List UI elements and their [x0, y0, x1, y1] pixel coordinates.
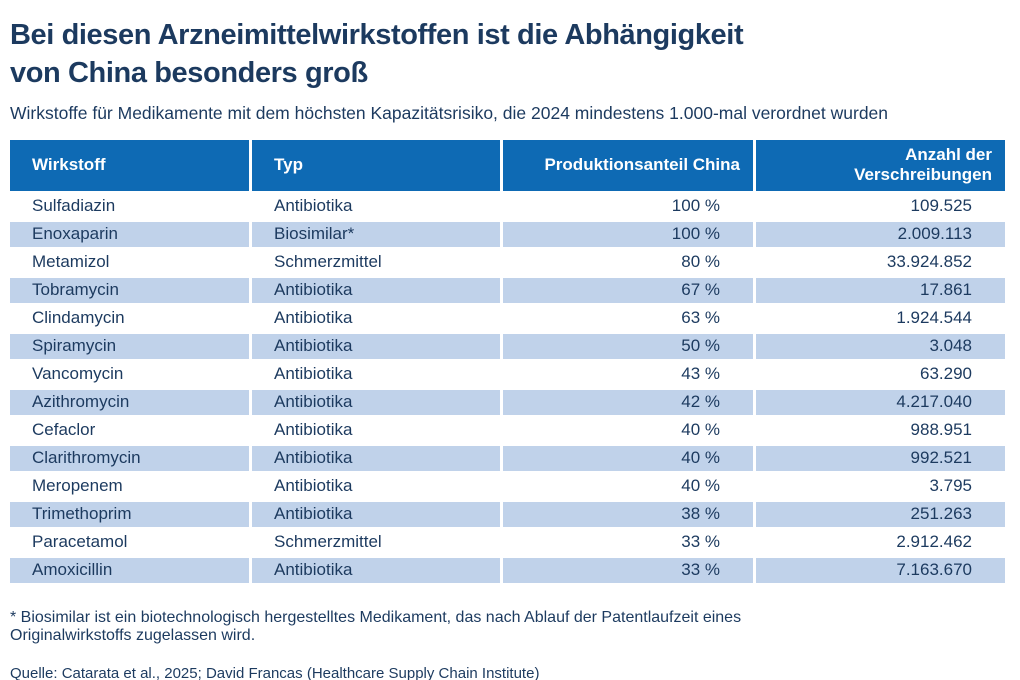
cell-wirkstoff: Tobramycin — [10, 278, 249, 303]
cell-produktionsanteil-china: 40 % — [503, 474, 753, 499]
page-title-line-1: Bei diesen Arzneimittelwirkstoffen ist d… — [10, 19, 744, 51]
cell-anzahl-verschreibungen: 251.263 — [756, 502, 1005, 527]
table-row: Tobramycin Antibiotika 67 % 17.861 — [10, 278, 1005, 303]
cell-anzahl-verschreibungen: 3.795 — [756, 474, 1005, 499]
cell-wirkstoff: Trimethoprim — [10, 502, 249, 527]
cell-typ: Schmerzmittel — [252, 250, 500, 275]
cell-typ: Antibiotika — [252, 418, 500, 443]
drug-table-header: Wirkstoff Typ Produktionsanteil China An… — [10, 140, 1005, 191]
cell-wirkstoff: Paracetamol — [10, 530, 249, 555]
cell-typ: Antibiotika — [252, 278, 500, 303]
cell-produktionsanteil-china: 80 % — [503, 250, 753, 275]
footnote-line-1: * Biosimilar ist ein biotechnologisch he… — [10, 609, 742, 626]
header-row: Wirkstoff Typ Produktionsanteil China An… — [10, 140, 1005, 191]
drug-table: Wirkstoff Typ Produktionsanteil China An… — [7, 137, 1008, 586]
cell-wirkstoff: Vancomycin — [10, 362, 249, 387]
cell-typ: Biosimilar* — [252, 222, 500, 247]
cell-anzahl-verschreibungen: 992.521 — [756, 446, 1005, 471]
cell-anzahl-verschreibungen: 33.924.852 — [756, 250, 1005, 275]
cell-anzahl-verschreibungen: 2.912.462 — [756, 530, 1005, 555]
column-header-typ: Typ — [252, 140, 500, 191]
drug-table-body: Sulfadiazin Antibiotika 100 % 109.525 Enoxap… — [10, 194, 1005, 583]
cell-produktionsanteil-china: 40 % — [503, 446, 753, 471]
table-row: Azithromycin Antibiotika 42 % 4.217.040 — [10, 390, 1005, 415]
cell-produktionsanteil-china: 42 % — [503, 390, 753, 415]
cell-wirkstoff: Spiramycin — [10, 334, 249, 359]
cell-wirkstoff: Meropenem — [10, 474, 249, 499]
cell-typ: Antibiotika — [252, 362, 500, 387]
cell-anzahl-verschreibungen: 63.290 — [756, 362, 1005, 387]
cell-produktionsanteil-china: 63 % — [503, 306, 753, 331]
cell-anzahl-verschreibungen: 3.048 — [756, 334, 1005, 359]
cell-anzahl-verschreibungen: 17.861 — [756, 278, 1005, 303]
column-header-wirkstoff: Wirkstoff — [10, 140, 249, 191]
footnote-line-2: Originalwirkstoffs zugelassen wird. — [10, 627, 256, 644]
page-title-line-2: von China besonders groß — [10, 57, 368, 89]
cell-typ: Antibiotika — [252, 446, 500, 471]
page-subtitle: Wirkstoffe für Medikamente mit dem höchs… — [10, 103, 889, 123]
table-row: Clarithromycin Antibiotika 40 % 992.521 — [10, 446, 1005, 471]
cell-produktionsanteil-china: 33 % — [503, 530, 753, 555]
cell-wirkstoff: Clarithromycin — [10, 446, 249, 471]
table-row: Enoxaparin Biosimilar* 100 % 2.009.113 — [10, 222, 1005, 247]
cell-typ: Antibiotika — [252, 474, 500, 499]
cell-anzahl-verschreibungen: 4.217.040 — [756, 390, 1005, 415]
table-row: Clindamycin Antibiotika 63 % 1.924.544 — [10, 306, 1005, 331]
cell-anzahl-verschreibungen: 2.009.113 — [756, 222, 1005, 247]
cell-typ: Antibiotika — [252, 194, 500, 219]
cell-produktionsanteil-china: 67 % — [503, 278, 753, 303]
cell-produktionsanteil-china: 43 % — [503, 362, 753, 387]
table-row: Spiramycin Antibiotika 50 % 3.048 — [10, 334, 1005, 359]
cell-wirkstoff: Metamizol — [10, 250, 249, 275]
cell-produktionsanteil-china: 38 % — [503, 502, 753, 527]
cell-anzahl-verschreibungen: 988.951 — [756, 418, 1005, 443]
table-row: Vancomycin Antibiotika 43 % 63.290 — [10, 362, 1005, 387]
table-row: Amoxicillin Antibiotika 33 % 7.163.670 — [10, 558, 1005, 583]
cell-typ: Antibiotika — [252, 390, 500, 415]
cell-typ: Schmerzmittel — [252, 530, 500, 555]
column-header-produktionsanteil-china: Produktionsanteil China — [503, 140, 753, 191]
cell-anzahl-verschreibungen: 1.924.544 — [756, 306, 1005, 331]
table-row: Metamizol Schmerzmittel 80 % 33.924.852 — [10, 250, 1005, 275]
page-title: Bei diesen Arzneimittelwirkstoffen ist d… — [10, 16, 1012, 92]
cell-produktionsanteil-china: 50 % — [503, 334, 753, 359]
cell-produktionsanteil-china: 33 % — [503, 558, 753, 583]
table-row: Trimethoprim Antibiotika 38 % 251.263 — [10, 502, 1005, 527]
cell-wirkstoff: Clindamycin — [10, 306, 249, 331]
table-row: Sulfadiazin Antibiotika 100 % 109.525 — [10, 194, 1005, 219]
cell-typ: Antibiotika — [252, 558, 500, 583]
cell-typ: Antibiotika — [252, 502, 500, 527]
cell-produktionsanteil-china: 100 % — [503, 194, 753, 219]
cell-wirkstoff: Sulfadiazin — [10, 194, 249, 219]
column-header-anzahl-verschreibungen: Anzahl der Verschreibungen — [756, 140, 1005, 191]
cell-typ: Antibiotika — [252, 334, 500, 359]
cell-produktionsanteil-china: 100 % — [503, 222, 753, 247]
table-row: Cefaclor Antibiotika 40 % 988.951 — [10, 418, 1005, 443]
table-row: Meropenem Antibiotika 40 % 3.795 — [10, 474, 1005, 499]
cell-wirkstoff: Enoxaparin — [10, 222, 249, 247]
cell-wirkstoff: Amoxicillin — [10, 558, 249, 583]
cell-produktionsanteil-china: 40 % — [503, 418, 753, 443]
cell-typ: Antibiotika — [252, 306, 500, 331]
cell-anzahl-verschreibungen: 109.525 — [756, 194, 1005, 219]
source-line: Quelle: Catarata et al., 2025; David Fra… — [10, 665, 540, 680]
cell-wirkstoff: Azithromycin — [10, 390, 249, 415]
table-row: Paracetamol Schmerzmittel 33 % 2.912.462 — [10, 530, 1005, 555]
cell-anzahl-verschreibungen: 7.163.670 — [756, 558, 1005, 583]
cell-wirkstoff: Cefaclor — [10, 418, 249, 443]
